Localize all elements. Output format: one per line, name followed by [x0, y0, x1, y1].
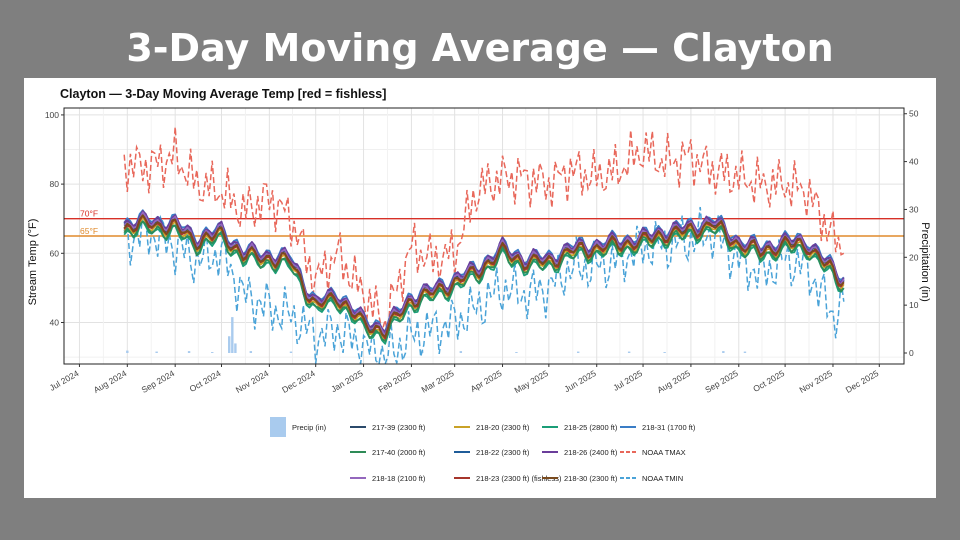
legend-label: 218-25 (2800 ft): [564, 423, 618, 432]
stream-lines: [123, 209, 845, 345]
precip-bar: [187, 351, 191, 353]
y2-tick-label: 30: [909, 204, 919, 214]
plot-border: [63, 107, 905, 365]
x-tick-label: Nov 2025: [797, 368, 834, 395]
y-axis-label: Stream Temp (°F): [27, 219, 39, 306]
legend-label: Precip (in): [292, 423, 327, 432]
precip-bar: [249, 351, 253, 353]
x-tick-label: Oct 2024: [188, 368, 223, 394]
precip-bar: [228, 336, 231, 353]
y2-axis-label: Precipitation (in): [919, 222, 931, 301]
y2-tick-label: 20: [909, 252, 919, 262]
precip-bar: [155, 351, 158, 353]
y-tick-label: 60: [50, 248, 60, 258]
precip-bar: [234, 343, 237, 353]
x-tick-label: Aug 2025: [655, 368, 692, 395]
stream-line: [123, 214, 845, 338]
legend-label: 218-20 (2300 ft): [476, 423, 530, 432]
precip-bar: [211, 352, 214, 353]
x-tick-label: Sep 2024: [140, 368, 177, 395]
y2-tick-label: 0: [909, 348, 914, 358]
precip-bar: [743, 351, 747, 353]
legend-label: 218-31 (1700 ft): [642, 423, 696, 432]
y2-tick-label: 50: [909, 109, 919, 119]
precip-bar: [231, 317, 234, 353]
legend: Precip (in) 217-39 (2300 ft) 218-20 (2300 …: [270, 417, 696, 483]
y-tick-label: 100: [45, 110, 59, 120]
x-tick-label: Dec 2025: [844, 368, 881, 395]
precip-bar: [576, 351, 580, 353]
y-tick-label: 40: [50, 317, 60, 327]
y-tick-label: 80: [50, 179, 60, 189]
x-tick-label: Jan 2025: [329, 368, 365, 394]
legend-label: 218-18 (2100 ft): [372, 474, 426, 483]
x-tick-label: Oct 2025: [751, 368, 786, 394]
x-tick-label: Apr 2025: [469, 368, 504, 394]
x-tick-label: Jul 2024: [48, 368, 81, 393]
y2-tick-label: 40: [909, 157, 919, 167]
x-tick-label: Dec 2024: [280, 368, 317, 395]
precip-bar: [627, 351, 631, 353]
x-tick-label: May 2025: [513, 368, 551, 395]
legend-label: 217-39 (2300 ft): [372, 423, 426, 432]
precip-bar: [722, 351, 725, 353]
legend-label: 218-23 (2300 ft) (fishless): [476, 474, 562, 483]
stream-line: [123, 220, 845, 342]
x-tick-label: Nov 2024: [234, 368, 271, 395]
precip-bar: [126, 350, 129, 353]
precip-bar: [459, 351, 463, 353]
threshold-label: 65°F: [80, 226, 98, 236]
x-tick-label: Mar 2025: [420, 368, 456, 395]
precip-bar: [663, 352, 666, 353]
precip-bar: [289, 351, 293, 353]
chart-title: Clayton — 3-Day Moving Average Temp [red…: [60, 87, 386, 101]
chart-svg: Clayton — 3-Day Moving Average Temp [red…: [27, 87, 931, 483]
threshold-label: 70°F: [80, 209, 98, 219]
legend-label: NOAA TMIN: [642, 474, 683, 483]
noaa-tmax-line: [123, 126, 845, 338]
legend-label: NOAA TMAX: [642, 448, 686, 457]
legend-key-precip: [270, 417, 286, 437]
x-tick-label: Aug 2024: [92, 368, 129, 395]
legend-label: 217-40 (2000 ft): [372, 448, 426, 457]
legend-label: 218-26 (2400 ft): [564, 448, 618, 457]
x-tick-label: Jun 2025: [562, 368, 598, 394]
x-tick-label: Sep 2025: [703, 368, 740, 395]
precip-bar: [515, 352, 518, 353]
noaa-tmin-line: [123, 206, 845, 366]
legend-label: 218-22 (2300 ft): [476, 448, 530, 457]
slide-title: 3-Day Moving Average — Clayton: [126, 26, 834, 70]
y2-tick-label: 10: [909, 300, 919, 310]
chart-panel: Clayton — 3-Day Moving Average Temp [red…: [24, 78, 936, 498]
noaa-lines: [123, 126, 845, 366]
x-tick-label: Feb 2025: [376, 368, 412, 395]
x-tick-label: Jul 2025: [611, 368, 644, 393]
legend-label: 218-30 (2300 ft): [564, 474, 618, 483]
